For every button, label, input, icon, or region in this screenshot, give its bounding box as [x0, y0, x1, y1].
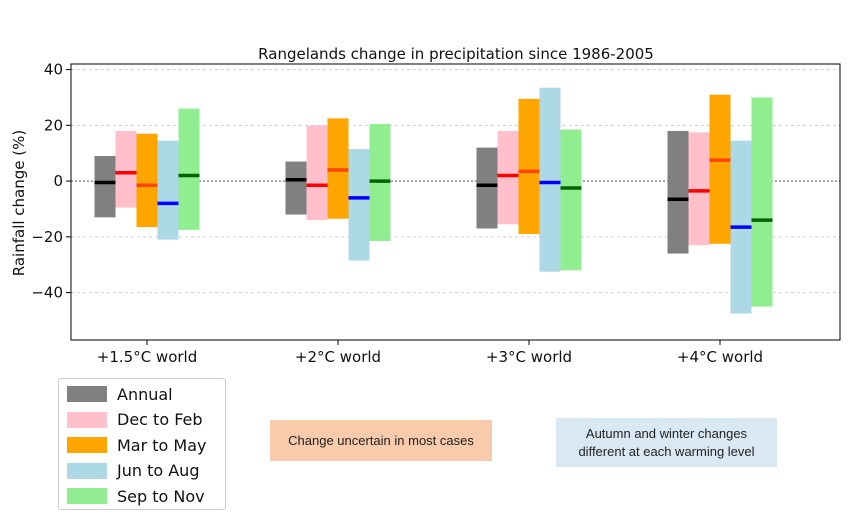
note-uncertain-text: Change uncertain in most cases: [288, 433, 474, 448]
legend-item: Mar to May: [67, 434, 207, 456]
range-bar: [667, 130, 689, 254]
note-autumn-winter-line2: different at each warming level: [578, 443, 755, 459]
range-bar: [751, 97, 773, 307]
range-bar: [688, 132, 710, 246]
legend-label: Jun to Aug: [117, 461, 200, 480]
legend-swatch: [67, 437, 107, 453]
range-bar: [306, 125, 328, 221]
y-tick-label: 20: [44, 116, 63, 134]
x-tick-label: +2°C world: [295, 348, 381, 366]
x-tick-label: +1.5°C world: [97, 348, 197, 366]
y-tick-label: 0: [53, 172, 63, 190]
legend-swatch: [67, 488, 107, 504]
x-tick-label: +4°C world: [677, 348, 763, 366]
bars: [94, 87, 773, 314]
range-bar: [285, 161, 307, 215]
y-tick-label: −40: [31, 284, 63, 302]
axes: 40 20 0 −20 −40 +1.5°C world +2°C world +3°C wo…: [31, 61, 763, 366]
legend-swatch: [67, 411, 107, 428]
range-bar: [348, 149, 370, 261]
y-axis-label: Rainfall change (%): [10, 130, 28, 276]
range-bar: [497, 130, 519, 225]
range-bar: [539, 87, 561, 272]
legend: Annual Dec to Feb Mar to May Jun to Aug Sep …: [58, 378, 226, 510]
range-bar: [476, 147, 498, 229]
legend-label: Sep to Nov: [117, 486, 205, 506]
range-bar: [94, 156, 116, 218]
y-tick-label: −20: [31, 228, 63, 246]
legend-label: Mar to May: [117, 435, 207, 455]
note-uncertain: Change uncertain in most cases: [270, 420, 492, 461]
range-bar: [136, 133, 158, 228]
legend-swatch: [67, 386, 107, 402]
range-bar: [178, 108, 200, 230]
legend-item: Annual: [67, 383, 173, 405]
range-bar: [518, 98, 540, 235]
legend-item: Dec to Feb: [67, 409, 203, 431]
range-bar: [560, 129, 582, 271]
note-autumn-winter: Autumn and winter changes different at e…: [556, 418, 777, 467]
y-tick-label: 40: [44, 61, 63, 79]
range-bar: [115, 130, 137, 208]
legend-label: Annual: [117, 384, 173, 404]
note-autumn-winter-line1: Autumn and winter changes: [585, 425, 748, 441]
range-bar: [709, 94, 731, 244]
chart-title: Rangelands change in precipitation since…: [258, 45, 654, 63]
range-bar: [157, 140, 179, 240]
x-tick-label: +3°C world: [486, 348, 572, 366]
legend-item: Jun to Aug: [67, 460, 199, 482]
legend-swatch: [67, 462, 107, 479]
legend-label: Dec to Feb: [117, 410, 203, 429]
plot-frame: [70, 63, 841, 341]
legend-item: Sep to Nov: [67, 485, 205, 507]
median-markers: [94, 158, 773, 229]
